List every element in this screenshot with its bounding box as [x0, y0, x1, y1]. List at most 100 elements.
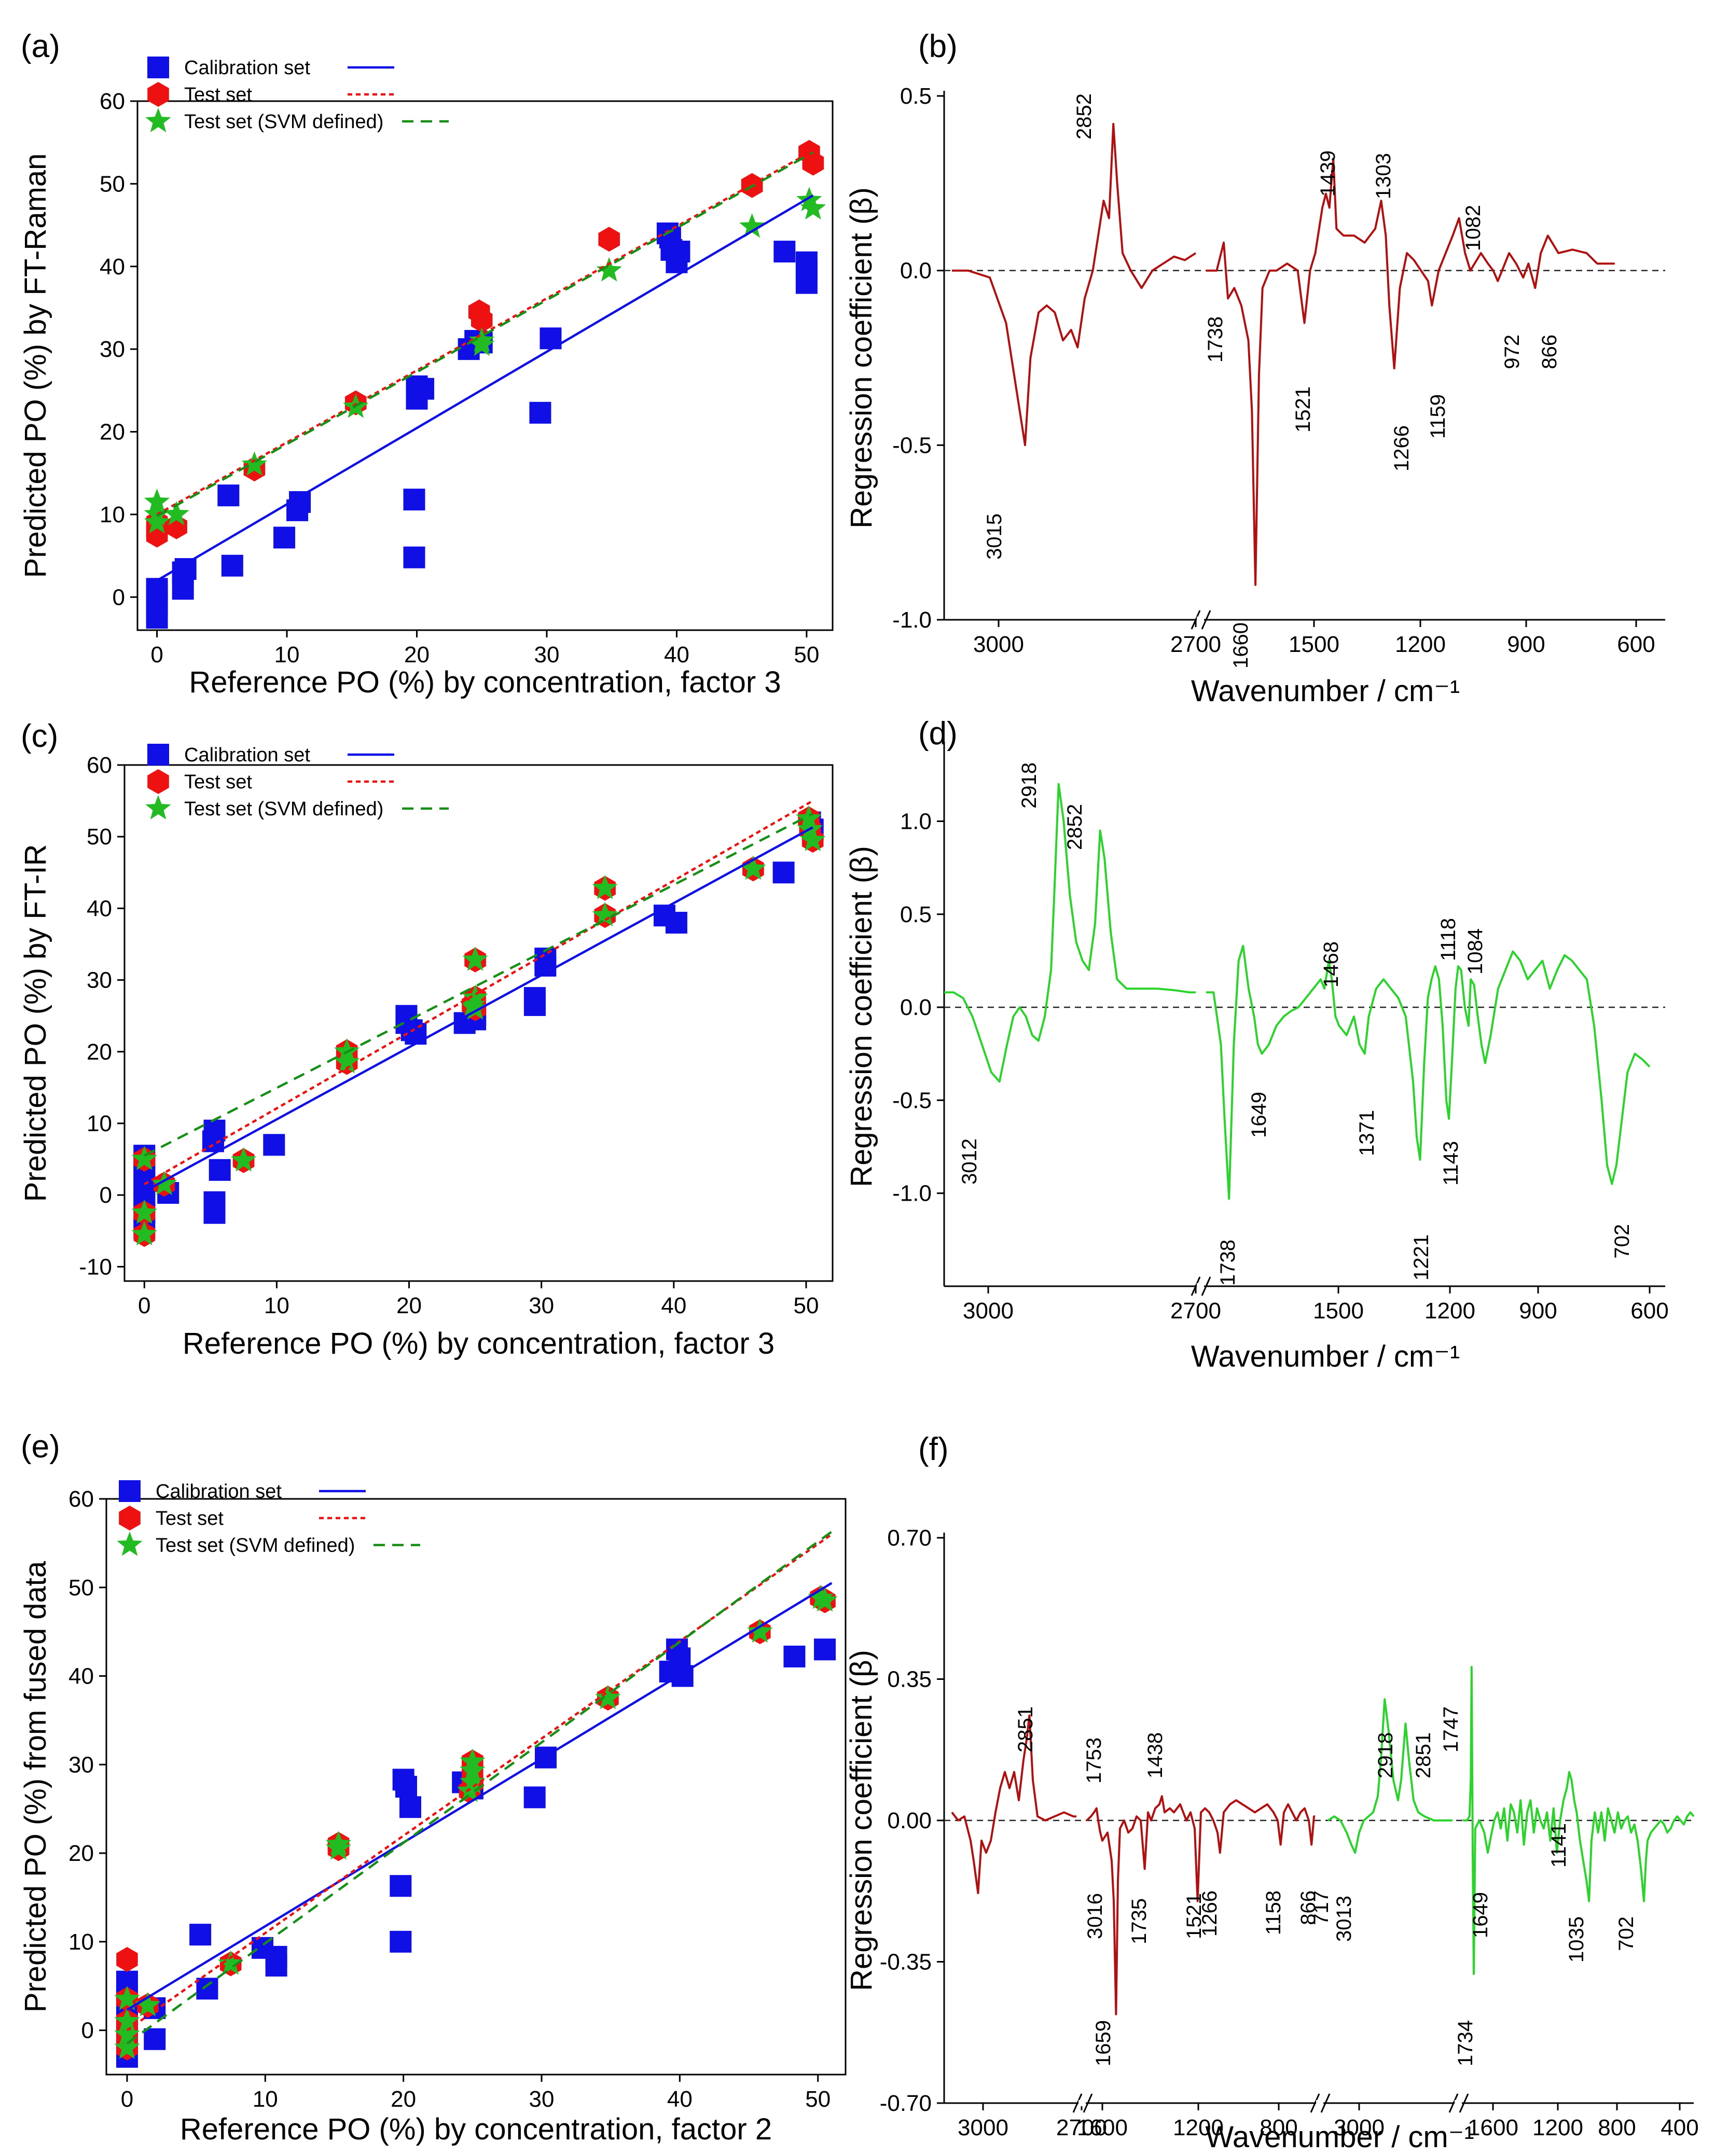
data-point-star: [131, 1146, 157, 1171]
spectrum-line: [1463, 1666, 1695, 1975]
axis-break-mark: [1201, 1276, 1211, 1296]
y-tick-label: 50: [87, 824, 112, 850]
y-tick-label: 40: [100, 254, 125, 280]
fit-line-dotted: [156, 149, 814, 516]
data-point-square: [273, 526, 296, 549]
peak-label: 2852: [1073, 93, 1096, 140]
data-point-square: [196, 1978, 218, 2000]
data-point-star: [592, 874, 618, 899]
peak-label: 1266: [1390, 425, 1413, 471]
data-point-square: [217, 484, 240, 507]
data-point-square: [668, 241, 690, 263]
data-point-square: [221, 554, 243, 577]
x-tick-label: 10: [253, 2087, 278, 2112]
x-tick-label: 30: [529, 1293, 554, 1318]
data-point-hexagon: [802, 150, 824, 176]
axis-break-mark: [1320, 2093, 1331, 2113]
y-axis-title: Regression coefficient (β): [845, 1650, 878, 1991]
plot-area: [144, 140, 826, 629]
data-point-square: [529, 401, 551, 424]
legend-label: Calibration set: [156, 1481, 282, 1503]
fit-line-solid: [156, 194, 814, 582]
peak-label: 702: [1615, 1916, 1638, 1951]
x-tick-label: 600: [1617, 632, 1655, 657]
x-tick-label: 3000: [1334, 2115, 1385, 2140]
panel-label: (b): [918, 29, 958, 64]
y-tick-label: 10: [68, 1929, 94, 1955]
plot-area: [131, 800, 826, 1247]
y-tick-label: -0.5: [892, 1088, 932, 1113]
data-point-star: [592, 902, 618, 927]
panel-label: (d): [918, 716, 958, 752]
x-tick-label: 3000: [963, 1298, 1014, 1324]
spectrum-panel-b: (b) 0.5 0.0 -0.5 -1.0 3000 2700 1500 1200 900 600 W…: [845, 29, 1665, 708]
peak-label: 3016: [1084, 1893, 1107, 1939]
data-point-star: [114, 2021, 140, 2046]
peak-label: 866: [1538, 335, 1561, 369]
legend: Calibration set Test set Test set (SVM def…: [145, 744, 449, 820]
legend-label: Test set (SVM defined): [156, 1535, 355, 1556]
y-tick-label: -1.0: [892, 607, 932, 633]
panel-label: (e): [21, 1429, 60, 1465]
spectrum-line: [944, 783, 1196, 1083]
y-tick-label: 60: [100, 89, 125, 114]
data-point-star: [462, 946, 488, 971]
spectrum-line: [951, 1714, 1076, 1895]
x-tick-label: 2700: [1170, 632, 1221, 657]
legend-marker-hexagon: [147, 82, 169, 107]
y-tick-label: 0.00: [887, 1808, 932, 1833]
peak-label: 2918: [1018, 762, 1041, 809]
x-tick-label: 0: [121, 2087, 133, 2112]
peak-label: 1371: [1356, 1110, 1378, 1156]
data-point-star: [469, 331, 495, 356]
legend-label: Test set: [156, 1508, 224, 1529]
y-tick-label: -0.70: [880, 2091, 932, 2116]
data-point-star: [325, 1835, 352, 1860]
peak-label: 1753: [1083, 1737, 1105, 1784]
y-tick-label: 1.0: [900, 809, 932, 834]
y-tick-label: 0: [81, 2018, 94, 2043]
y-axis-title: Predicted PO (%) by FT-IR: [19, 844, 52, 1202]
x-axis-title: Reference PO (%) by concentration, facto…: [183, 1327, 774, 1360]
y-tick-label: -10: [79, 1254, 112, 1279]
peak-label: 1521: [1183, 1893, 1206, 1939]
legend-label: Calibration set: [184, 57, 310, 79]
data-point-square: [773, 241, 796, 263]
spectrum-line: [952, 122, 1197, 447]
peak-label: 1521: [1292, 386, 1315, 433]
x-tick-label: 40: [661, 1293, 686, 1318]
y-tick-label: 10: [100, 502, 125, 527]
data-point-star: [595, 1685, 621, 1709]
data-point-square: [772, 861, 795, 884]
data-point-square: [189, 1924, 212, 1946]
data-point-square: [405, 1023, 427, 1045]
peak-label: 2851: [1014, 1706, 1037, 1752]
peak-label: 1221: [1410, 1234, 1433, 1281]
peak-label: 3015: [983, 513, 1006, 560]
peak-label: 866: [1297, 1890, 1320, 1925]
y-tick-label: -0.5: [892, 433, 932, 458]
x-tick-label: 800: [1598, 2115, 1636, 2140]
x-tick-label: 3000: [958, 2115, 1008, 2140]
y-tick-label: 0: [113, 585, 125, 610]
fit-line-dashed: [156, 151, 814, 518]
data-point-square: [412, 378, 435, 400]
x-tick-label: 900: [1507, 632, 1545, 657]
fit-line-dotted: [144, 800, 813, 1186]
y-tick-label: -1.0: [892, 1181, 932, 1206]
x-tick-label: 1200: [1424, 1298, 1475, 1324]
data-point-star: [800, 827, 826, 852]
scatter-panel-a: (a) 0 10 20 30 40 50 0 10 20 30 40 50 60 Reference PO …: [19, 29, 834, 699]
peak-label: 1468: [1320, 941, 1343, 987]
peak-label: 1747: [1440, 1706, 1462, 1752]
data-point-star: [114, 2034, 140, 2059]
y-axis-title: Predicted PO (%) from fused data: [19, 1561, 52, 2012]
x-tick-label: 50: [793, 1293, 819, 1318]
spectrum-panel-d: (d) 1.0 0.5 0.0 -0.5 -1.0 3000 2700 1500 1200 900 6…: [845, 716, 1669, 1373]
data-point-star: [144, 489, 170, 513]
peak-label: 1735: [1128, 1898, 1151, 1944]
data-point-star: [218, 1950, 244, 1975]
peak-label: 1035: [1565, 1916, 1588, 1963]
y-tick-label: 50: [68, 1575, 94, 1601]
